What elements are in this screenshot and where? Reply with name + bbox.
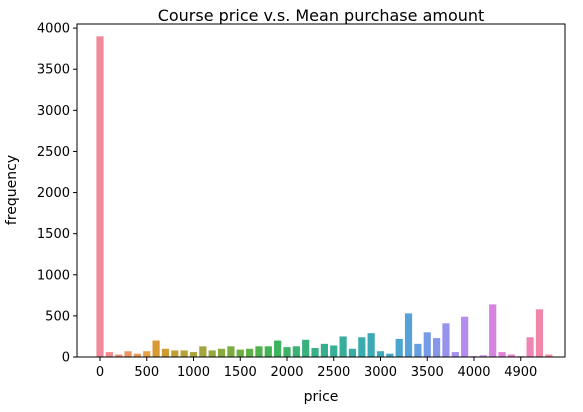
bar xyxy=(153,341,160,357)
y-tick-label: 1000 xyxy=(37,268,70,283)
y-tick-label: 2500 xyxy=(37,145,70,160)
bar xyxy=(424,332,431,357)
x-tick-label: 0 xyxy=(96,365,104,380)
bar xyxy=(209,350,216,357)
y-tick-label: 0 xyxy=(62,351,70,366)
bar xyxy=(498,352,505,357)
bar xyxy=(199,346,206,357)
bar xyxy=(124,351,131,357)
bar xyxy=(246,349,253,357)
x-tick-label: 1500 xyxy=(224,365,257,380)
bar xyxy=(414,344,421,357)
bar xyxy=(190,352,197,357)
y-tick-label: 1500 xyxy=(37,227,70,242)
bar xyxy=(405,313,412,357)
bar xyxy=(162,349,169,357)
bar xyxy=(181,350,188,357)
bar xyxy=(96,36,103,357)
bar xyxy=(265,346,272,357)
x-tick-label: 1000 xyxy=(177,365,210,380)
bar xyxy=(433,338,440,357)
bar xyxy=(527,337,534,357)
bar xyxy=(255,346,262,357)
bar xyxy=(330,345,337,357)
x-axis-label: price xyxy=(304,389,339,405)
bar xyxy=(377,351,384,357)
bar xyxy=(368,333,375,357)
bar xyxy=(311,348,318,357)
bar xyxy=(302,340,309,357)
chart-title: Course price v.s. Mean purchase amount xyxy=(158,6,485,25)
x-tick-label: 2500 xyxy=(317,365,350,380)
bar xyxy=(536,309,543,357)
x-axis: 0 500 1000 1500 2000 2500 3000 3500 4000 4900 xyxy=(96,357,537,380)
x-tick-label: 3500 xyxy=(411,365,444,380)
y-tick-label: 3500 xyxy=(37,63,70,78)
y-tick-label: 500 xyxy=(45,309,70,324)
y-tick-label: 2000 xyxy=(37,186,70,201)
bar xyxy=(143,351,150,357)
bar xyxy=(396,339,403,357)
x-tick-label: 3000 xyxy=(364,365,397,380)
x-tick-label: 4000 xyxy=(457,365,490,380)
bar xyxy=(461,317,468,357)
bar xyxy=(489,304,496,357)
bar xyxy=(237,350,244,357)
x-tick-label: 4900 xyxy=(504,365,537,380)
bar xyxy=(452,352,459,357)
y-tick-label: 4000 xyxy=(37,22,70,37)
x-tick-label: 2000 xyxy=(270,365,303,380)
x-tick-label: 500 xyxy=(134,365,159,380)
y-axis-label: frequency xyxy=(4,155,20,225)
bar xyxy=(171,350,178,357)
y-tick-label: 3000 xyxy=(37,104,70,119)
bar xyxy=(442,323,449,357)
bar xyxy=(227,346,234,357)
bar xyxy=(358,337,365,357)
bar xyxy=(106,352,113,357)
bar xyxy=(321,344,328,357)
bar xyxy=(340,336,347,357)
bar-series xyxy=(96,36,552,357)
bar xyxy=(293,346,300,357)
y-axis: 0 500 1000 1500 2000 2500 3000 3500 4000 xyxy=(37,22,77,366)
bar xyxy=(218,349,225,357)
bar xyxy=(349,349,356,357)
bar xyxy=(283,347,290,357)
bar xyxy=(274,341,281,357)
